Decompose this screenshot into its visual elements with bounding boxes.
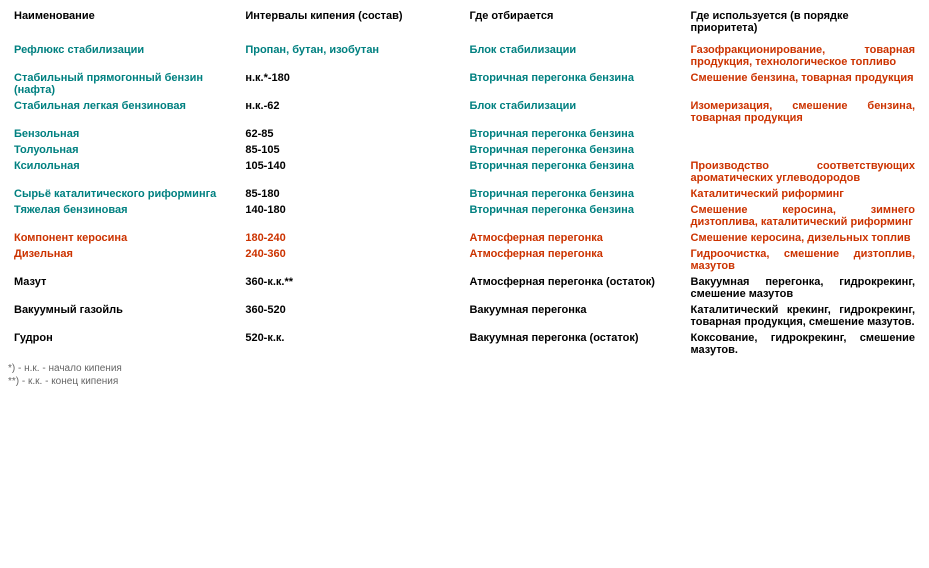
cell-name: Толуольная (8, 142, 239, 158)
cell-interval: 360-520 (239, 302, 463, 330)
table-row: Дизельная240-360Атмосферная перегонкаГид… (8, 246, 921, 274)
cell-use: Смешение керосина, зимнего дизтоплива, к… (685, 202, 922, 230)
cell-name: Стабильная легкая бензиновая (8, 98, 239, 126)
cell-use: Смешение бензина, товарная продукция (685, 70, 922, 98)
table-row: Стабильный прямогонный бензин (нафта)н.к… (8, 70, 921, 98)
cell-use: Каталитический риформинг (685, 186, 922, 202)
cell-name: Вакуумный газойль (8, 302, 239, 330)
table-row: Тяжелая бензиновая140-180Вторичная перег… (8, 202, 921, 230)
cell-where: Атмосферная перегонка (остаток) (463, 274, 684, 302)
cell-where: Блок стабилизации (463, 98, 684, 126)
cell-interval: 140-180 (239, 202, 463, 230)
cell-interval: 105-140 (239, 158, 463, 186)
table-row: Стабильная легкая бензиноваян.к.-62Блок … (8, 98, 921, 126)
header-interval: Интервалы кипения (состав) (239, 8, 463, 42)
header-use: Где используется (в порядке приоритета) (685, 8, 922, 42)
cell-interval: 360-к.к.** (239, 274, 463, 302)
table-row: Рефлюкс стабилизацииПропан, бутан, изобу… (8, 42, 921, 70)
cell-where: Атмосферная перегонка (463, 246, 684, 274)
cell-where: Вторичная перегонка бензина (463, 126, 684, 142)
cell-name: Бензольная (8, 126, 239, 142)
cell-where: Вакуумная перегонка (463, 302, 684, 330)
cell-use: Смешение керосина, дизельных топлив (685, 230, 922, 246)
cell-interval: н.к.-62 (239, 98, 463, 126)
table-row: Вакуумный газойль360-520Вакуумная перего… (8, 302, 921, 330)
footnote-2: **) - к.к. - конец кипения (8, 375, 921, 388)
cell-use: Производство соответствующих ароматическ… (685, 158, 922, 186)
table-header-row: Наименование Интервалы кипения (состав) … (8, 8, 921, 42)
cell-interval: 180-240 (239, 230, 463, 246)
cell-name: Дизельная (8, 246, 239, 274)
cell-where: Вакуумная перегонка (остаток) (463, 330, 684, 358)
cell-name: Рефлюкс стабилизации (8, 42, 239, 70)
cell-use (685, 126, 922, 142)
cell-where: Вторичная перегонка бензина (463, 202, 684, 230)
table-row: Гудрон520-к.к.Вакуумная перегонка (остат… (8, 330, 921, 358)
cell-where: Вторичная перегонка бензина (463, 186, 684, 202)
table-row: Компонент керосина180-240Атмосферная пер… (8, 230, 921, 246)
cell-interval: Пропан, бутан, изобутан (239, 42, 463, 70)
cell-where: Блок стабилизации (463, 42, 684, 70)
cell-where: Вторичная перегонка бензина (463, 142, 684, 158)
cell-name: Компонент керосина (8, 230, 239, 246)
cell-interval: н.к.*-180 (239, 70, 463, 98)
cell-name: Мазут (8, 274, 239, 302)
cell-interval: 85-105 (239, 142, 463, 158)
cell-name: Стабильный прямогонный бензин (нафта) (8, 70, 239, 98)
cell-where: Вторичная перегонка бензина (463, 70, 684, 98)
table-body: Рефлюкс стабилизацииПропан, бутан, изобу… (8, 42, 921, 358)
table-row: Сырьё каталитического риформинга85-180Вт… (8, 186, 921, 202)
footnote-1: *) - н.к. - начало кипения (8, 362, 921, 375)
cell-use: Вакуумная перегонка, гидрокрекинг, смеше… (685, 274, 922, 302)
cell-interval: 85-180 (239, 186, 463, 202)
cell-use: Гидроочистка, смешение дизтоплив, мазуто… (685, 246, 922, 274)
cell-use: Коксование, гидрокрекинг, смешение мазут… (685, 330, 922, 358)
table-row: Ксилольная105-140Вторичная перегонка бен… (8, 158, 921, 186)
cell-where: Вторичная перегонка бензина (463, 158, 684, 186)
table-row: Бензольная62-85Вторичная перегонка бензи… (8, 126, 921, 142)
cell-use: Изомеризация, смешение бензина, товарная… (685, 98, 922, 126)
cell-use: Каталитический крекинг, гидрокрекинг, то… (685, 302, 922, 330)
cell-use (685, 142, 922, 158)
cell-interval: 240-360 (239, 246, 463, 274)
cell-interval: 62-85 (239, 126, 463, 142)
table-row: Толуольная85-105Вторичная перегонка бенз… (8, 142, 921, 158)
cell-use: Газофракционирование, товарная продукция… (685, 42, 922, 70)
footnotes: *) - н.к. - начало кипения **) - к.к. - … (8, 362, 921, 388)
table-row: Мазут360-к.к.**Атмосферная перегонка (ос… (8, 274, 921, 302)
cell-where: Атмосферная перегонка (463, 230, 684, 246)
cell-name: Сырьё каталитического риформинга (8, 186, 239, 202)
cell-name: Тяжелая бензиновая (8, 202, 239, 230)
fractions-table: Наименование Интервалы кипения (состав) … (8, 8, 921, 358)
cell-name: Гудрон (8, 330, 239, 358)
cell-name: Ксилольная (8, 158, 239, 186)
header-where: Где отбирается (463, 8, 684, 42)
header-name: Наименование (8, 8, 239, 42)
cell-interval: 520-к.к. (239, 330, 463, 358)
